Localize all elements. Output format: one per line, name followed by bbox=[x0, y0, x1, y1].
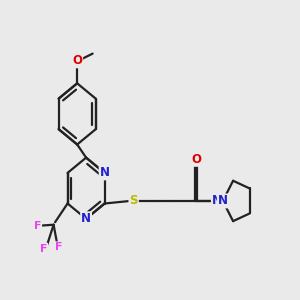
Text: F: F bbox=[40, 244, 47, 254]
Text: O: O bbox=[191, 153, 201, 166]
Text: O: O bbox=[72, 54, 82, 67]
Text: N: N bbox=[81, 212, 91, 225]
Text: N: N bbox=[212, 194, 222, 208]
Text: N: N bbox=[100, 167, 110, 179]
Text: S: S bbox=[129, 194, 138, 208]
Text: N: N bbox=[218, 194, 228, 208]
Text: F: F bbox=[55, 242, 62, 252]
Text: F: F bbox=[34, 220, 41, 231]
